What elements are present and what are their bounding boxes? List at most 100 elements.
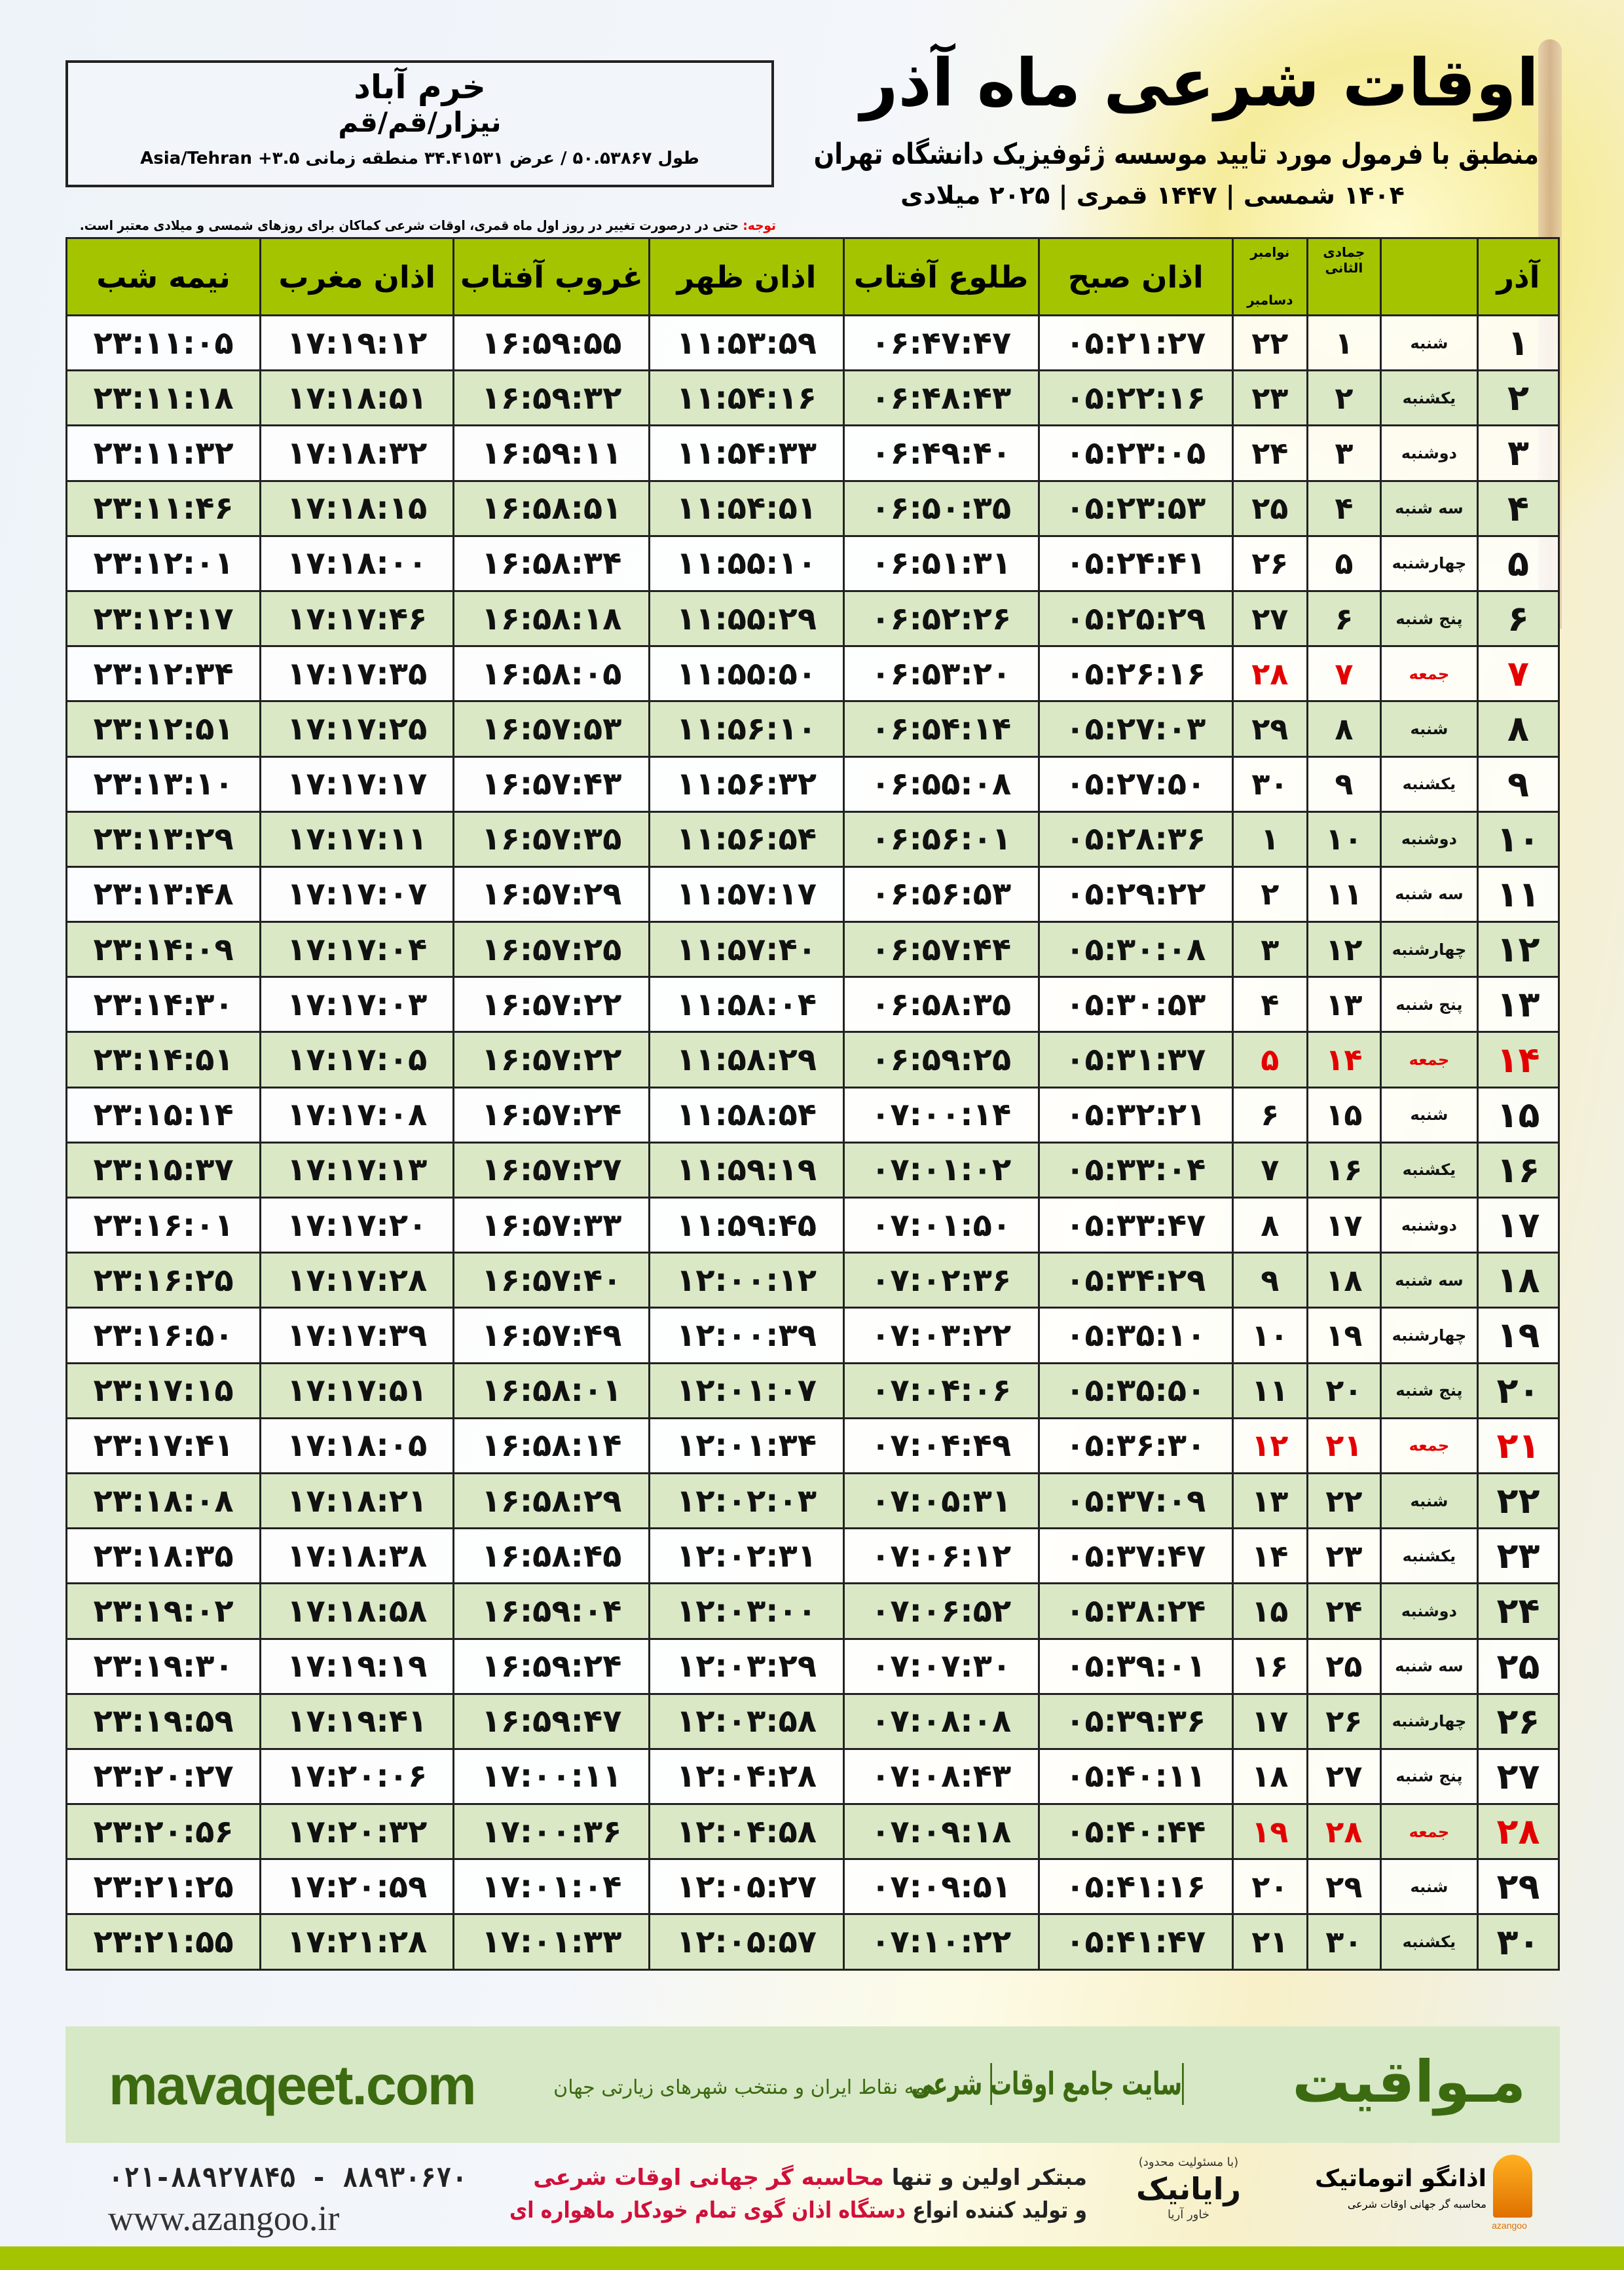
cell-weekday: دوشنبه (1379, 1582, 1479, 1640)
cell-fajr: ۰۵:۴۱:۴۷ (1037, 1913, 1234, 1971)
cell-sunset: ۱۶:۵۸:۰۵ (452, 645, 651, 703)
cell-hijri-day: ۲۱ (1306, 1417, 1382, 1474)
table-row: ۱۱ سه شنبه ۱۱ ۲ ۰۵:۲۹:۲۲ ۰۶:۵۶:۵۳ ۱۱:۵۷:۱۷ ۱۶:۵… (65, 865, 1560, 923)
cell-maghrib: ۱۷:۱۸:۰۵ (259, 1417, 455, 1474)
cell-dhuhr: ۱۱:۵۴:۵۱ (648, 479, 845, 537)
cell-gregorian-day: ۱۳ (1231, 1472, 1308, 1530)
cell-gregorian-day: ۱۴ (1231, 1527, 1308, 1585)
cell-hijri-day: ۱۸ (1306, 1252, 1382, 1309)
cell-day: ۱۹ (1476, 1307, 1560, 1364)
cell-gregorian-day: ۱۰ (1231, 1307, 1308, 1364)
cell-fajr: ۰۵:۴۱:۱۶ (1037, 1858, 1234, 1916)
cell-gregorian-day: ۱۸ (1231, 1747, 1308, 1806)
cell-maghrib: ۱۷:۱۷:۱۱ (259, 810, 455, 868)
cell-day: ۲۲ (1476, 1472, 1560, 1530)
cell-sunset: ۱۷:۰۰:۱۱ (452, 1747, 651, 1806)
cell-sunrise: ۰۷:۰۲:۳۶ (842, 1252, 1040, 1309)
slogan-line1: مبتکر اولین و تنها محاسبه گر جهانی اوقات… (498, 2161, 1087, 2194)
cell-maghrib: ۱۷:۱۸:۳۸ (259, 1527, 455, 1585)
header-day: آذر (1476, 237, 1560, 316)
cell-fajr: ۰۵:۲۳:۰۵ (1037, 424, 1234, 482)
cell-sunrise: ۰۶:۵۲:۲۶ (842, 589, 1040, 648)
cell-sunrise: ۰۶:۴۹:۴۰ (842, 424, 1040, 482)
cell-sunrise: ۰۶:۵۸:۳۵ (842, 976, 1040, 1033)
cell-weekday: شنبه (1379, 700, 1479, 758)
cell-maghrib: ۱۷:۱۷:۵۱ (259, 1362, 455, 1419)
mavaqeet-url[interactable]: mavaqeet.com (109, 2055, 477, 2116)
cell-weekday: چهارشنبه (1379, 1307, 1479, 1364)
cell-fajr: ۰۵:۳۴:۲۹ (1037, 1252, 1234, 1309)
cell-fajr: ۰۵:۳۹:۰۱ (1037, 1637, 1234, 1695)
cell-fajr: ۰۵:۳۹:۳۶ (1037, 1692, 1234, 1750)
cell-midnight: ۲۳:۲۱:۵۵ (65, 1913, 262, 1971)
cell-fajr: ۰۵:۲۷:۰۳ (1037, 700, 1234, 758)
cell-maghrib: ۱۷:۲۱:۲۸ (259, 1913, 455, 1971)
cell-fajr: ۰۵:۳۶:۳۰ (1037, 1417, 1234, 1474)
table-row: ۲۱ جمعه ۲۱ ۱۲ ۰۵:۳۶:۳۰ ۰۷:۰۴:۴۹ ۱۲:۰۱:۳۴ ۱۶:۵۸:… (65, 1417, 1560, 1474)
cell-fajr: ۰۵:۳۱:۳۷ (1037, 1031, 1234, 1088)
cell-weekday: یکشنبه (1379, 369, 1479, 427)
cell-weekday: دوشنبه (1379, 424, 1479, 482)
cell-fajr: ۰۵:۳۷:۰۹ (1037, 1472, 1234, 1530)
cell-day: ۷ (1476, 645, 1560, 703)
table-row: ۲۷ پنج شنبه ۲۷ ۱۸ ۰۵:۴۰:۱۱ ۰۷:۰۸:۴۳ ۱۲:۰۴:۲۸ ۱۷… (65, 1747, 1560, 1806)
cell-midnight: ۲۳:۱۷:۴۱ (65, 1417, 262, 1474)
cell-hijri-day: ۲ (1306, 369, 1382, 427)
cell-midnight: ۲۳:۲۰:۵۶ (65, 1803, 262, 1861)
azangoo-website[interactable]: www.azangoo.ir (108, 2199, 340, 2238)
cell-day: ۲۵ (1476, 1637, 1560, 1695)
cell-dhuhr: ۱۲:۰۲:۳۱ (648, 1527, 845, 1585)
table-row: ۲۲ شنبه ۲۲ ۱۳ ۰۵:۳۷:۰۹ ۰۷:۰۵:۳۱ ۱۲:۰۲:۰۳ ۱۶:۵۸:… (65, 1472, 1560, 1530)
cell-hijri-day: ۴ (1306, 479, 1382, 537)
city-alt-names: نیزار/قم/قم (338, 106, 502, 138)
cell-sunset: ۱۶:۵۹:۵۵ (452, 314, 651, 372)
cell-day: ۱۱ (1476, 865, 1560, 923)
cell-midnight: ۲۳:۱۴:۰۹ (65, 921, 262, 978)
cell-fajr: ۰۵:۳۵:۱۰ (1037, 1307, 1234, 1364)
cell-sunset: ۱۶:۵۷:۳۳ (452, 1196, 651, 1254)
cell-gregorian-day: ۲۹ (1231, 700, 1308, 758)
cell-dhuhr: ۱۲:۰۱:۳۴ (648, 1417, 845, 1474)
table-row: ۲۳ یکشنبه ۲۳ ۱۴ ۰۵:۳۷:۴۷ ۰۷:۰۶:۱۲ ۱۲:۰۲:۳۱ ۱۶:۵… (65, 1527, 1560, 1585)
cell-dhuhr: ۱۱:۵۶:۳۲ (648, 755, 845, 813)
cell-sunrise: ۰۷:۰۳:۲۲ (842, 1307, 1040, 1364)
cell-maghrib: ۱۷:۱۷:۲۸ (259, 1252, 455, 1309)
banner-tagline: سایت جامع اوقات شرعی (911, 2063, 1184, 2105)
table-row: ۱۹ چهارشنبه ۱۹ ۱۰ ۰۵:۳۵:۱۰ ۰۷:۰۳:۲۲ ۱۲:۰۰:۳۹ ۱۶… (65, 1307, 1560, 1364)
cell-dhuhr: ۱۲:۰۵:۵۷ (648, 1913, 845, 1971)
cell-sunset: ۱۶:۵۷:۴۰ (452, 1252, 651, 1309)
cell-sunset: ۱۶:۵۸:۴۵ (452, 1527, 651, 1585)
cell-weekday: جمعه (1379, 645, 1479, 703)
cell-sunrise: ۰۷:۰۸:۰۸ (842, 1692, 1040, 1750)
cell-day: ۹ (1476, 755, 1560, 813)
cell-sunrise: ۰۷:۰۱:۵۰ (842, 1196, 1040, 1254)
slogan-line2-a: و تولید کننده انواع (906, 2197, 1087, 2223)
cell-hijri-day: ۲۰ (1306, 1362, 1382, 1419)
header-greg-bottom: دسامبر (1247, 292, 1293, 308)
cell-dhuhr: ۱۱:۵۶:۵۴ (648, 810, 845, 868)
cell-weekday: سه شنبه (1379, 1637, 1479, 1695)
cell-dhuhr: ۱۱:۵۵:۵۰ (648, 645, 845, 703)
cell-dhuhr: ۱۲:۰۳:۲۹ (648, 1637, 845, 1695)
cell-dhuhr: ۱۱:۵۵:۲۹ (648, 589, 845, 648)
cell-midnight: ۲۳:۱۶:۵۰ (65, 1307, 262, 1364)
cell-gregorian-day: ۴ (1231, 976, 1308, 1033)
cell-sunset: ۱۶:۵۷:۴۹ (452, 1307, 651, 1364)
cell-hijri-day: ۹ (1306, 755, 1382, 813)
cell-fajr: ۰۵:۲۱:۲۷ (1037, 314, 1234, 372)
table-row: ۱۲ چهارشنبه ۱۲ ۳ ۰۵:۳۰:۰۸ ۰۶:۵۷:۴۴ ۱۱:۵۷:۴۰ ۱۶:… (65, 921, 1560, 978)
cell-weekday: پنج شنبه (1379, 976, 1479, 1033)
cell-hijri-day: ۲۴ (1306, 1582, 1382, 1640)
cell-maghrib: ۱۷:۲۰:۳۲ (259, 1803, 455, 1861)
cell-day: ۱ (1476, 314, 1560, 372)
cell-fajr: ۰۵:۲۸:۳۶ (1037, 810, 1234, 868)
cell-sunset: ۱۶:۵۸:۲۹ (452, 1472, 651, 1530)
cell-midnight: ۲۳:۱۹:۰۲ (65, 1582, 262, 1640)
cell-midnight: ۲۳:۲۱:۲۵ (65, 1858, 262, 1916)
cell-midnight: ۲۳:۲۰:۲۷ (65, 1747, 262, 1806)
cell-sunrise: ۰۷:۰۵:۳۱ (842, 1472, 1040, 1530)
cell-maghrib: ۱۷:۲۰:۵۹ (259, 1858, 455, 1916)
cell-dhuhr: ۱۱:۵۸:۰۴ (648, 976, 845, 1033)
cell-sunrise: ۰۷:۰۸:۴۳ (842, 1747, 1040, 1806)
cell-midnight: ۲۳:۱۷:۱۵ (65, 1362, 262, 1419)
